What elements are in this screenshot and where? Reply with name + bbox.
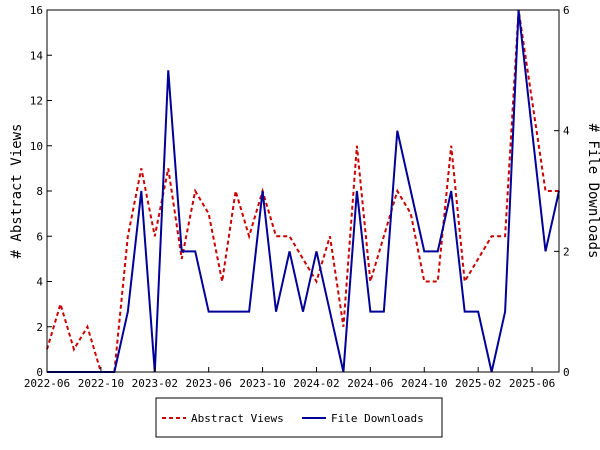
left-y-tick-label: 2 — [36, 321, 43, 334]
left-y-tick-label: 4 — [36, 276, 43, 289]
right-y-tick-label: 2 — [563, 245, 570, 258]
left-axis-title: # Abstract Views — [9, 124, 25, 259]
right-y-tick-label: 0 — [563, 366, 570, 379]
legend: Abstract Views File Downloads — [155, 397, 443, 438]
x-tick-label: 2022-06 — [24, 377, 70, 390]
x-tick-label: 2024-10 — [401, 377, 447, 390]
series-line-file-downloads — [47, 9, 560, 373]
x-tick-label: 2024-02 — [293, 377, 339, 390]
left-y-tick-label: 0 — [36, 366, 43, 379]
x-tick-label: 2025-02 — [455, 377, 501, 390]
right-y-tick-label: 6 — [563, 4, 570, 17]
left-y-tick-label: 10 — [30, 140, 43, 153]
series-line-abstract-views — [46, 9, 559, 373]
legend-box — [155, 397, 443, 438]
left-y-tick-label: 8 — [36, 185, 43, 198]
x-tick-label: 2025-06 — [509, 377, 555, 390]
x-tick-label: 2022-10 — [78, 377, 124, 390]
left-y-tick-label: 6 — [36, 230, 43, 243]
legend-label-file-downloads: File Downloads — [331, 412, 424, 425]
x-tick-label: 2023-06 — [186, 377, 232, 390]
left-y-tick-label: 12 — [30, 95, 43, 108]
right-axis-title: # File Downloads — [585, 124, 600, 259]
left-y-tick-label: 16 — [30, 4, 43, 17]
axis-layer: 0 2 4 6 8 10 12 14 16 0 2 4 6 2022-06 2022-10 2023-02 20… — [24, 4, 570, 390]
series-layer — [46, 9, 560, 373]
right-y-tick-label: 4 — [563, 125, 570, 138]
legend-label-abstract-views: Abstract Views — [191, 412, 284, 425]
x-tick-label: 2023-02 — [132, 377, 178, 390]
x-tick-label: 2024-06 — [347, 377, 393, 390]
left-y-tick-label: 14 — [30, 49, 44, 62]
x-tick-label: 2023-10 — [239, 377, 285, 390]
